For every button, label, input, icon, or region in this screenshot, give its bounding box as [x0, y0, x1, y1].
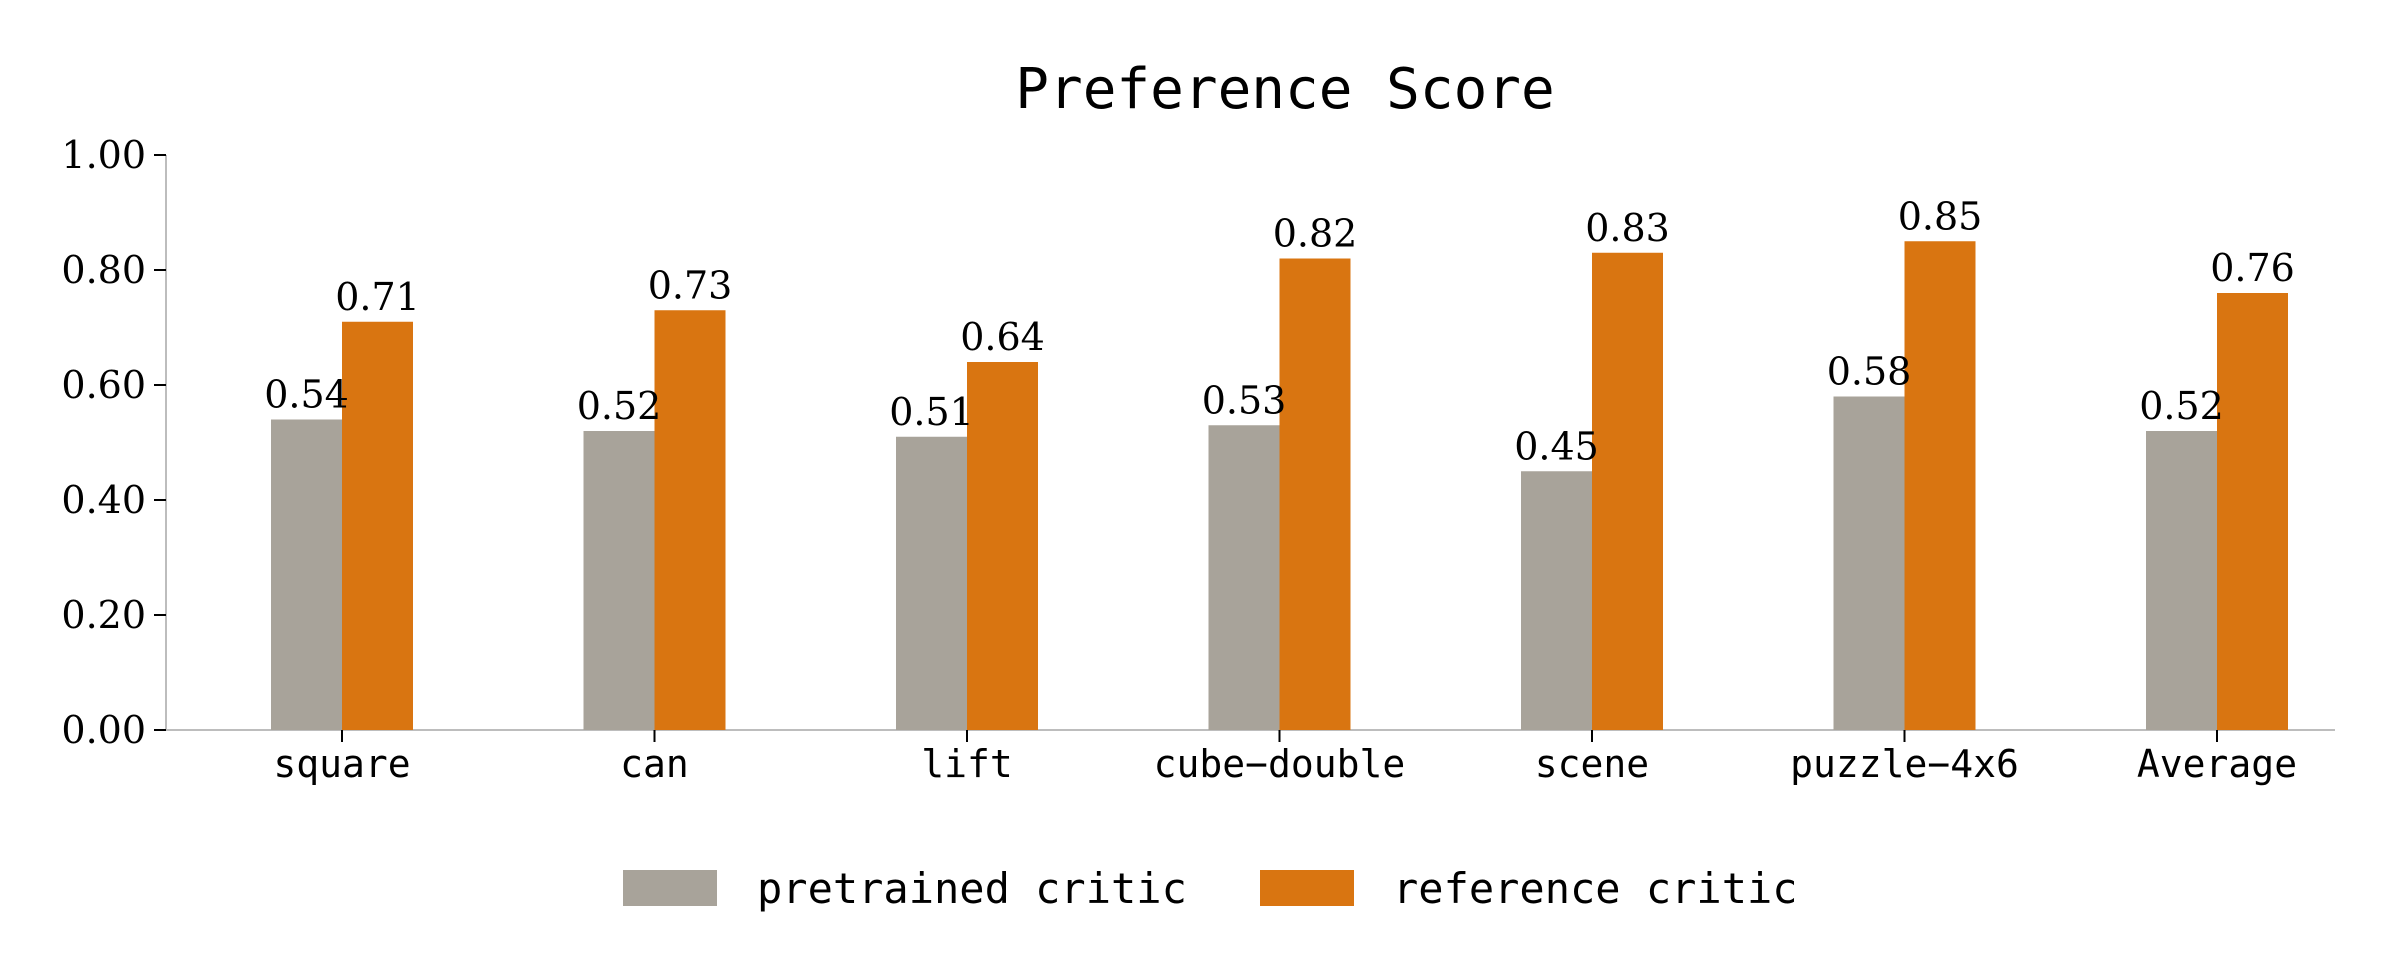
data-label: 0.83 — [1585, 206, 1670, 250]
bar-pretrained — [2146, 431, 2217, 730]
legend-label: reference critic — [1393, 864, 1798, 913]
y-axis: 0.00 0.20 0.40 0.60 0.80 1.00 — [61, 133, 167, 752]
y-tick-label: 0.60 — [61, 363, 146, 407]
bar-pretrained — [1833, 396, 1905, 730]
data-label: 0.58 — [1827, 350, 1912, 394]
legend-swatch — [1260, 870, 1354, 906]
bar-pretrained — [583, 431, 655, 730]
data-label: 0.54 — [264, 373, 349, 417]
y-tick-label: 0.20 — [61, 593, 146, 637]
x-tick-label: square — [273, 742, 410, 786]
x-tick-label: Average — [2137, 742, 2297, 786]
bar-reference — [1904, 241, 1976, 730]
y-tick-label: 0.00 — [61, 708, 146, 752]
bar-pretrained — [1521, 471, 1592, 730]
data-label: 0.82 — [1273, 212, 1358, 256]
data-label: 0.76 — [2210, 246, 2295, 290]
bar-pretrained — [896, 436, 967, 730]
data-label: 0.71 — [335, 275, 420, 319]
x-tick-label: puzzle−4x6 — [1790, 742, 2019, 786]
y-tick-label: 0.80 — [61, 248, 146, 292]
x-tick-label: can — [620, 742, 689, 786]
legend-swatch — [623, 870, 717, 906]
bar-reference — [654, 310, 726, 730]
y-tick-label: 0.40 — [61, 478, 146, 522]
bar-reference — [1592, 252, 1663, 730]
data-label: 0.85 — [1898, 194, 1983, 238]
bars-group — [271, 241, 2288, 730]
data-label: 0.52 — [577, 384, 662, 428]
data-label: 0.53 — [1202, 378, 1287, 422]
bar-reference — [342, 321, 413, 730]
bar-reference — [2217, 293, 2288, 730]
legend: pretrained critic reference critic — [623, 864, 1798, 913]
data-labels-group: 0.54 0.71 0.52 0.73 0.51 0.64 0.53 0.82 0.45 0.83… — [264, 194, 2295, 468]
y-tick-label: 1.00 — [61, 133, 146, 177]
data-label: 0.73 — [648, 263, 733, 307]
chart-title: Preference Score — [1015, 57, 1554, 122]
x-tick-label: lift — [921, 742, 1013, 786]
bar-reference — [967, 362, 1038, 730]
bar-pretrained — [271, 419, 342, 730]
bar-pretrained — [1208, 425, 1280, 730]
data-label: 0.51 — [889, 390, 974, 434]
data-label: 0.52 — [2139, 384, 2224, 428]
x-tick-label: cube−double — [1154, 742, 1406, 786]
x-axis: square can lift cube−double scene puzzle−4x6 A… — [166, 729, 2335, 786]
data-label: 0.64 — [960, 315, 1045, 359]
legend-label: pretrained critic — [757, 864, 1187, 913]
bar-reference — [1279, 258, 1351, 730]
x-tick-label: scene — [1535, 742, 1649, 786]
data-label: 0.45 — [1514, 424, 1599, 468]
